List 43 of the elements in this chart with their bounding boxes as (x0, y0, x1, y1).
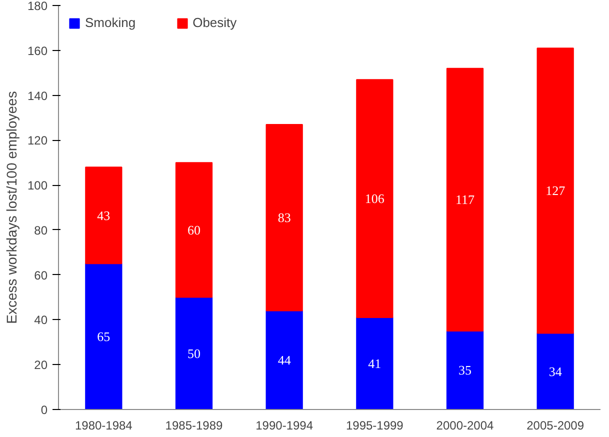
data-label: 127 (546, 183, 566, 198)
bar (175, 296, 213, 410)
bar (266, 310, 303, 410)
bar (85, 166, 122, 264)
bar (446, 330, 484, 410)
data-label: 60 (188, 222, 200, 238)
bar (446, 68, 484, 332)
data-label: 50 (188, 346, 200, 361)
data-label: 65 (97, 329, 110, 344)
data-label: 34 (548, 364, 562, 379)
y-tick-label: 180 (27, 0, 48, 13)
y-tick-label: 0 (40, 403, 48, 417)
data-label: 35 (458, 362, 472, 378)
data-label: 106 (364, 191, 385, 206)
x-tick-label: 1980-1984 (74, 418, 133, 432)
bar (356, 316, 394, 410)
y-tick-label: 80 (34, 223, 48, 238)
bar (175, 162, 213, 298)
x-tick-label: 2000-2004 (436, 418, 494, 432)
y-axis-title: Excess workdays lost/100 employees (3, 91, 20, 324)
bar (536, 332, 574, 410)
data-label: 41 (368, 356, 382, 371)
bar (85, 263, 122, 410)
data-label: 43 (97, 208, 110, 223)
y-tick-label: 100 (27, 178, 48, 193)
y-tick-label: 120 (27, 134, 48, 148)
bar (266, 124, 303, 312)
x-tick-label: 1985-1989 (165, 418, 224, 432)
data-label: 117 (455, 192, 476, 208)
legend-label: Smoking (85, 15, 136, 30)
bar (536, 48, 574, 334)
bar (356, 79, 394, 318)
data-label: 83 (278, 210, 291, 226)
y-tick-label: 20 (34, 358, 48, 372)
y-tick-label: 60 (34, 268, 48, 282)
x-tick-label: 2005-2009 (526, 418, 584, 432)
data-label: 44 (278, 352, 292, 368)
y-tick-label: 140 (27, 88, 48, 103)
x-tick-label: 1995-1999 (346, 418, 404, 432)
legend-label: Obesity (192, 15, 237, 30)
y-tick-label: 160 (27, 44, 48, 58)
y-tick-label: 40 (34, 313, 48, 328)
x-tick-label: 1990-1994 (256, 418, 314, 432)
